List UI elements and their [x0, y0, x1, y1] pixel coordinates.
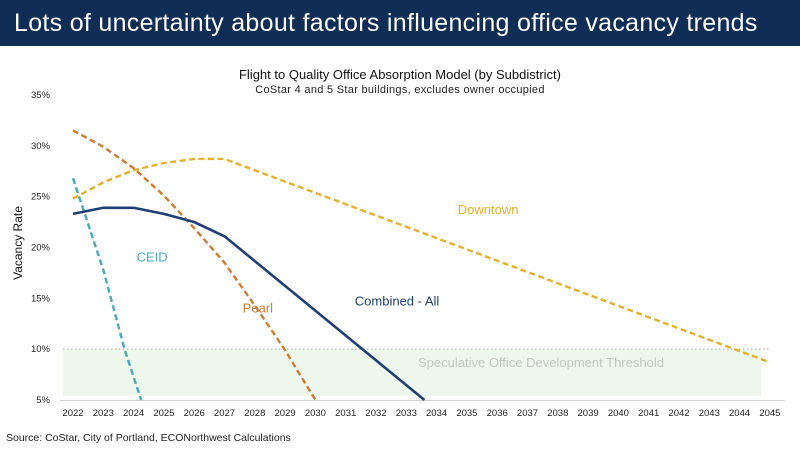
chart-title: Flight to Quality Office Absorption Mode… — [238, 67, 561, 82]
y-tick-label: 35% — [31, 90, 51, 101]
x-tick-label: 2022 — [62, 408, 83, 419]
y-tick-label: 25% — [31, 192, 51, 203]
x-tick-label: 2028 — [244, 408, 265, 419]
x-tick-label: 2025 — [153, 408, 174, 419]
x-tick-label: 2040 — [608, 408, 629, 419]
source-note: Source: CoStar, City of Portland, ECONor… — [6, 432, 291, 444]
x-tick-label: 2024 — [123, 408, 144, 419]
x-tick-label: 2045 — [759, 408, 780, 419]
series-label-ceid: CEID — [137, 250, 168, 265]
x-tick-label: 2042 — [668, 408, 689, 419]
x-tick-label: 2026 — [184, 408, 205, 419]
x-tick-label: 2035 — [456, 408, 477, 419]
x-tick-label: 2044 — [729, 408, 750, 419]
series-line-pearl — [72, 129, 317, 401]
x-tick-label: 2034 — [426, 408, 447, 419]
series-line-combined-all — [72, 206, 426, 402]
x-tick-label: 2043 — [699, 408, 720, 419]
x-tick-label: 2030 — [305, 408, 326, 419]
x-tick-label: 2032 — [365, 408, 386, 419]
x-tick-label: 2027 — [214, 408, 235, 419]
y-tick-label: 20% — [31, 242, 51, 253]
series-line-ceid — [71, 177, 143, 401]
chart-subtitle: CoStar 4 and 5 Star buildings, excludes … — [255, 84, 545, 96]
y-tick-label: 10% — [31, 344, 51, 355]
x-tick-label: 2023 — [93, 408, 114, 419]
y-tick-label: 5% — [36, 395, 50, 406]
y-tick-label: 15% — [31, 293, 51, 304]
series-label-downtown: Downtown — [458, 202, 519, 217]
series-label-pearl: Pearl — [243, 301, 273, 316]
x-tick-label: 2036 — [487, 408, 508, 419]
series-line-downtown — [72, 157, 771, 364]
x-tick-label: 2041 — [638, 408, 659, 419]
y-tick-label: 30% — [31, 141, 51, 152]
x-tick-label: 2038 — [547, 408, 568, 419]
x-tick-label: 2029 — [275, 408, 296, 419]
x-tick-label: 2039 — [578, 408, 599, 419]
x-tick-label: 2033 — [396, 408, 417, 419]
threshold-label: Speculative Office Development Threshold — [418, 355, 664, 370]
x-tick-label: 2037 — [517, 408, 538, 419]
x-tick-label: 2031 — [335, 408, 356, 419]
series-label-combined-all: Combined - All — [355, 293, 440, 308]
slide-title: Lots of uncertainty about factors influe… — [0, 0, 800, 46]
